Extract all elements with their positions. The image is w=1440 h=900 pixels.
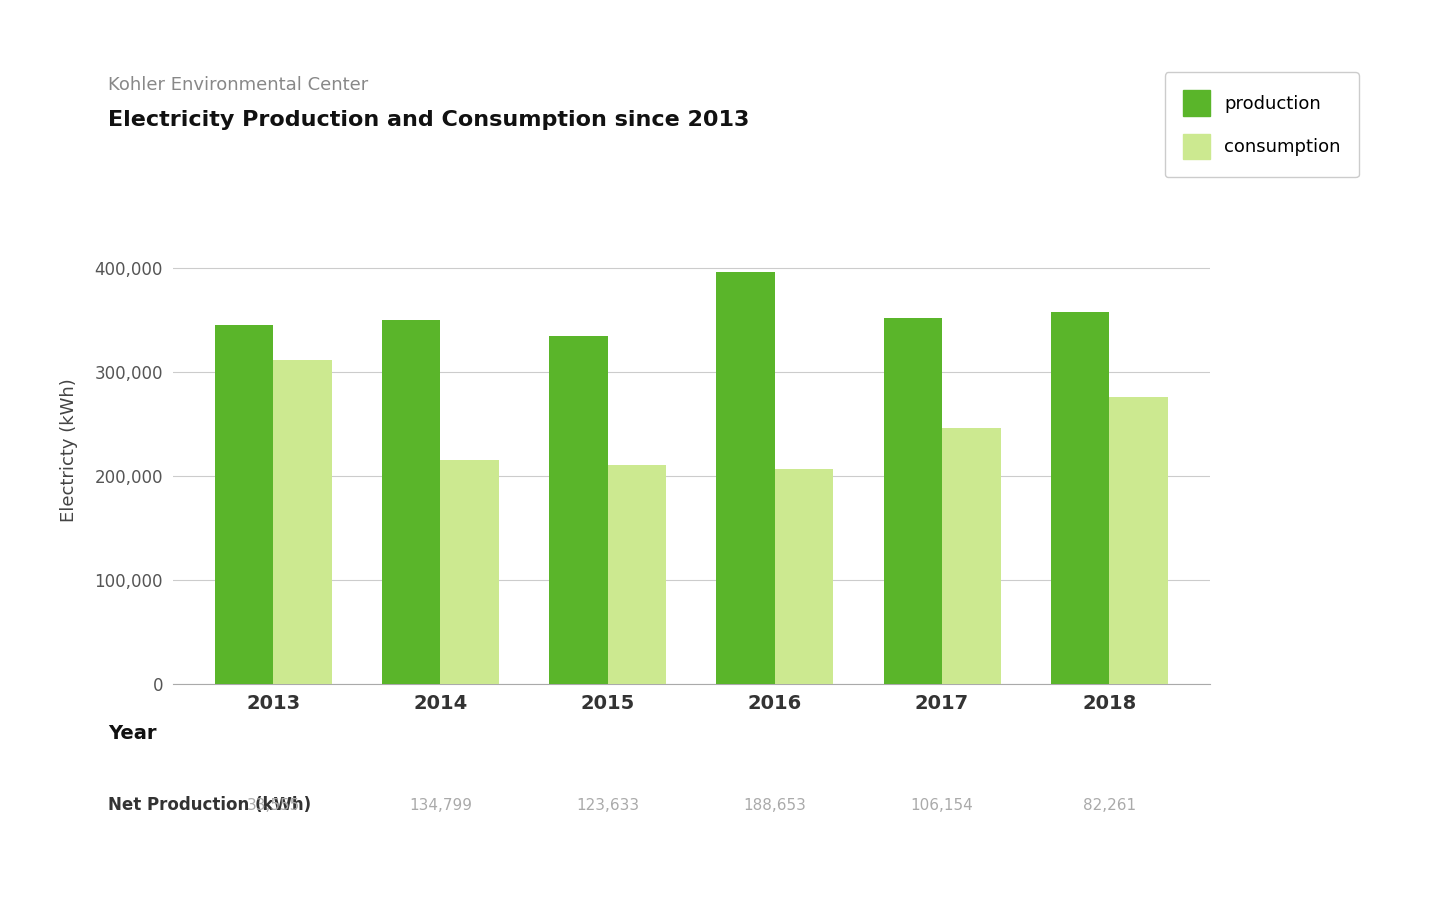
Text: 82,261: 82,261 — [1083, 798, 1136, 813]
Text: 188,653: 188,653 — [743, 798, 806, 813]
Bar — [382, 320, 441, 684]
Bar — [942, 428, 1001, 684]
Text: Year: Year — [108, 724, 157, 743]
Y-axis label: Electricty (kWh): Electricty (kWh) — [60, 378, 78, 522]
Bar — [716, 272, 775, 684]
Bar — [884, 318, 942, 684]
Legend: production, consumption: production, consumption — [1165, 72, 1359, 177]
Text: 123,633: 123,633 — [576, 798, 639, 813]
Text: Electricity Production and Consumption since 2013: Electricity Production and Consumption s… — [108, 111, 749, 130]
Bar — [549, 336, 608, 684]
Bar — [1051, 311, 1109, 684]
Text: 33,555: 33,555 — [246, 798, 300, 813]
Bar — [1109, 397, 1168, 684]
Text: Net Production (kWh): Net Production (kWh) — [108, 796, 311, 814]
Bar — [274, 359, 331, 684]
Bar — [441, 461, 498, 684]
Text: Kohler Environmental Center: Kohler Environmental Center — [108, 76, 369, 94]
Bar — [215, 325, 274, 684]
Text: 106,154: 106,154 — [910, 798, 973, 813]
Bar — [608, 464, 667, 684]
Bar — [775, 469, 834, 684]
Text: 134,799: 134,799 — [409, 798, 472, 813]
